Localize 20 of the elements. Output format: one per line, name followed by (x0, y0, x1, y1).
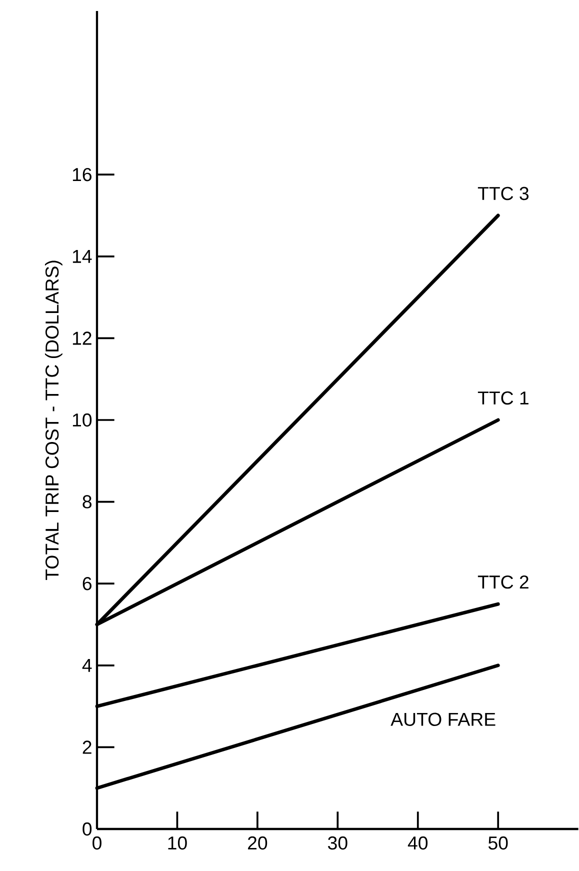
y-tick-label: 12 (72, 332, 92, 345)
x-tick-label: 30 (328, 836, 348, 850)
y-tick-label: 2 (82, 740, 92, 754)
x-tick-label: 50 (488, 836, 508, 850)
x-tick-label: 10 (168, 836, 187, 850)
y-tick-label: 8 (82, 495, 92, 508)
y-tick-label: 14 (72, 250, 92, 263)
y-tick-label: 10 (72, 413, 92, 427)
series-label: TTC 2 (478, 575, 528, 589)
y-tick-label: 0 (82, 822, 92, 836)
x-tick-label: 0 (92, 836, 102, 850)
x-tick-label: 20 (248, 836, 268, 850)
y-tick-label: 16 (72, 168, 92, 182)
y-axis-title: TOTAL TRIP COST - TTC (DOLLARS) (44, 260, 62, 580)
series-label: TTC 3 (478, 186, 529, 200)
y-tick-label: 4 (82, 658, 92, 672)
y-tick-label: 6 (82, 576, 92, 590)
x-tick-label: 40 (408, 836, 428, 850)
series-label: TTC 1 (478, 391, 528, 405)
series-label: AUTO FARE (390, 712, 496, 726)
